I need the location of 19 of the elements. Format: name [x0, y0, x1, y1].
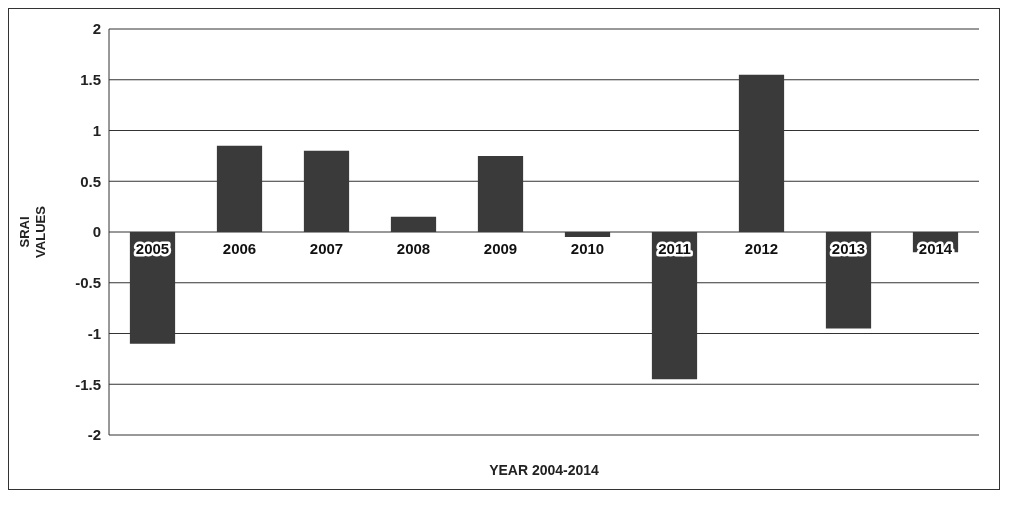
y-tick-label: -2: [87, 426, 101, 444]
x-tick-label: 2012: [744, 240, 779, 257]
y-axis-title: SRAI VALUES: [17, 205, 48, 258]
x-tick-label: 2009: [483, 240, 518, 257]
y-tick-label: -0.5: [75, 274, 101, 292]
y-tick-label: 2: [92, 20, 101, 38]
x-tick-label: 2013: [831, 240, 866, 257]
x-axis-title: YEAR 2004-2014: [489, 462, 600, 478]
y-tick-label: -1: [87, 324, 101, 342]
y-tick-label: 0.5: [80, 172, 101, 190]
x-tick-label: 2008: [396, 240, 431, 257]
y-tick-label: 1.5: [80, 71, 101, 89]
y-tick-label: -1.5: [75, 375, 101, 393]
x-tick-label: 2007: [309, 240, 344, 257]
x-tick-label: 2006: [222, 240, 257, 257]
y-tick-label: 1: [92, 121, 101, 139]
x-tick-label: 2010: [570, 240, 605, 257]
y-tick-label: 0: [92, 223, 101, 241]
x-tick-label: 2011: [658, 240, 691, 257]
